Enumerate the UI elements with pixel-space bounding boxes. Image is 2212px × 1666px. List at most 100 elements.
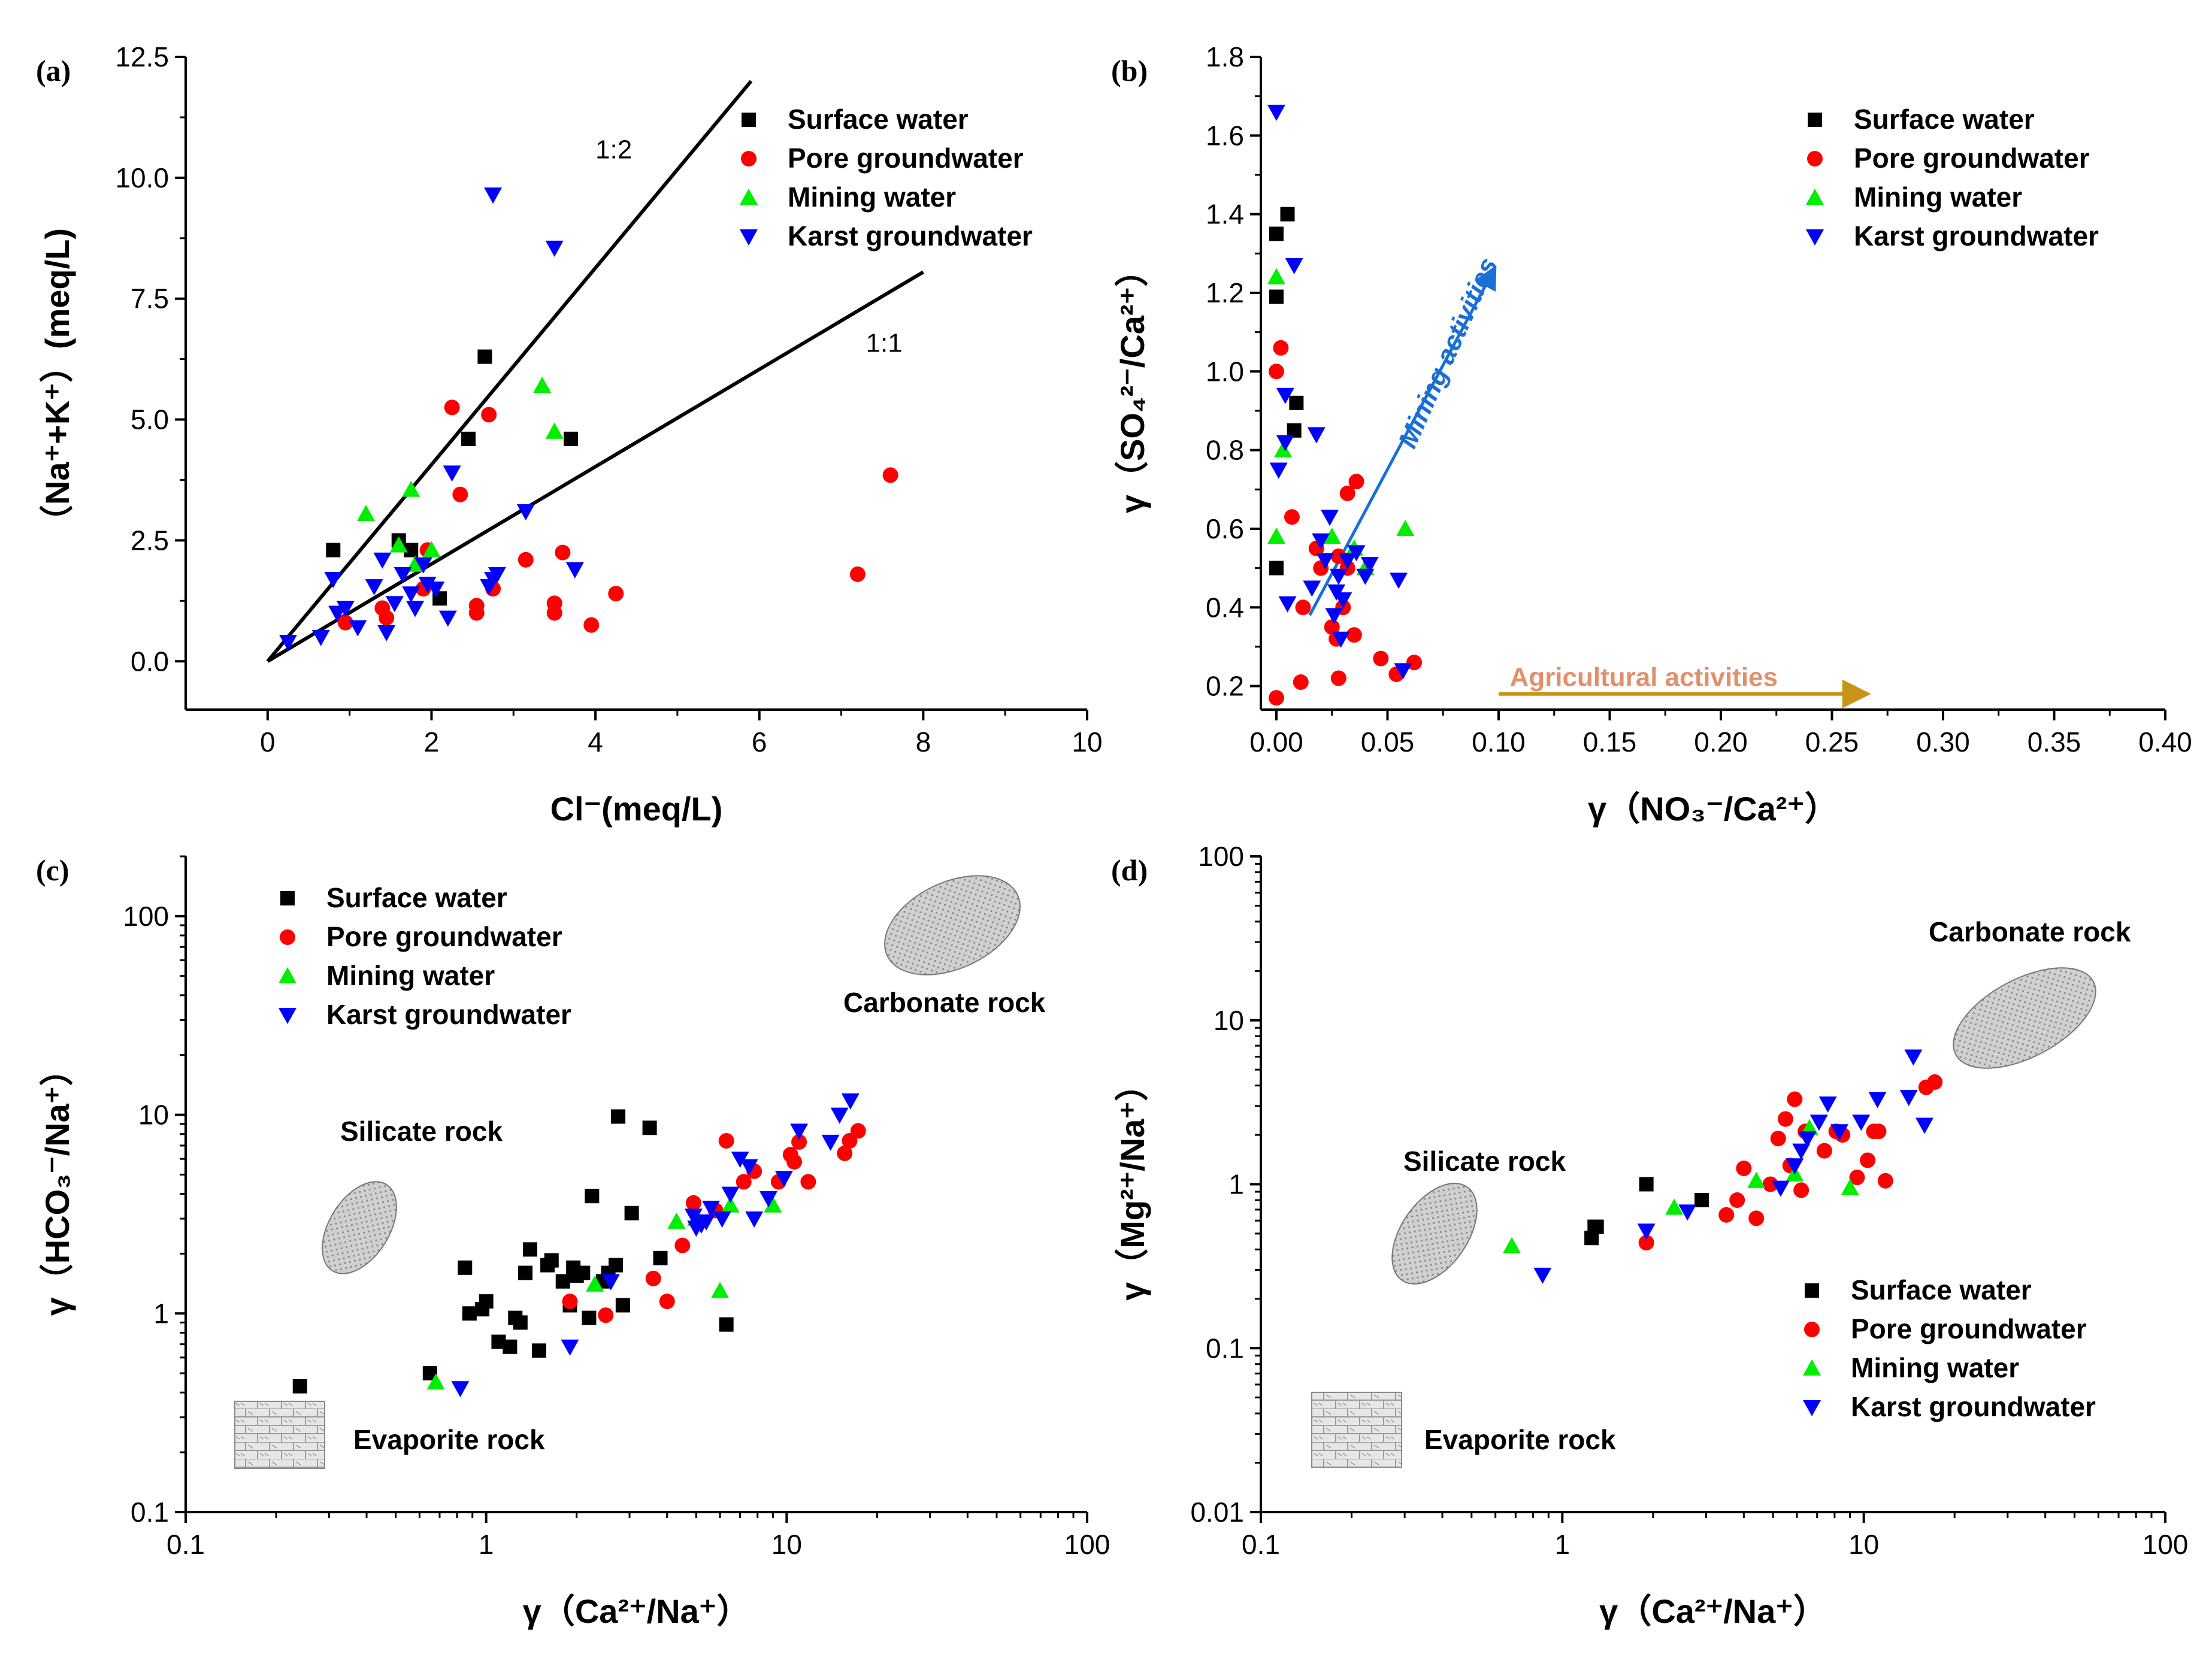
data-point <box>685 1195 701 1211</box>
data-point <box>1267 268 1285 284</box>
data-point <box>1269 289 1284 304</box>
data-point <box>721 1186 740 1203</box>
silicate-rock-region <box>322 1181 397 1274</box>
data-point <box>1338 553 1357 570</box>
data-point <box>1267 528 1285 544</box>
carbonate-rock-label: Carbonate rock <box>1929 916 2131 947</box>
data-point <box>1678 1204 1697 1221</box>
data-point <box>555 544 571 561</box>
x-tick-label: 1 <box>479 1529 494 1560</box>
data-point <box>1786 1158 1804 1175</box>
data-point <box>1770 1131 1786 1147</box>
data-point <box>1312 533 1330 550</box>
series-karst-groundwater <box>451 1093 860 1398</box>
data-point <box>1267 104 1285 121</box>
data-point <box>611 1109 626 1124</box>
data-point <box>731 1152 749 1168</box>
panel-label: (b) <box>1111 54 1148 87</box>
y-tick-label: 0.1 <box>131 1497 169 1528</box>
data-point <box>1295 599 1311 616</box>
mining-activities-label: Mining activities <box>1393 253 1503 453</box>
data-point <box>601 1274 620 1291</box>
y-axis-title: γ（SO₄²⁻/Ca²⁺） <box>1113 253 1151 513</box>
data-point <box>576 1265 591 1280</box>
data-point <box>1665 1198 1684 1215</box>
data-point <box>402 586 420 603</box>
x-tick-label: 0.40 <box>2138 726 2192 758</box>
data-point <box>522 1242 537 1257</box>
y-tick-label: 10.0 <box>115 162 169 193</box>
y-tick-label: 1.0 <box>1206 356 1244 387</box>
legend: Surface water Pore groundwater Mining wate… <box>1806 104 2099 252</box>
data-point <box>337 614 353 631</box>
data-point <box>1348 474 1364 490</box>
series-karst-groundwater <box>1533 1049 1934 1284</box>
y-tick-label: 0.8 <box>1206 435 1244 466</box>
data-point <box>518 1265 533 1280</box>
y-axis-title: （Na⁺+K⁺）(meq/L) <box>38 228 76 538</box>
evaporite-rock-label: Evaporite rock <box>1424 1424 1616 1455</box>
data-point <box>562 1294 578 1310</box>
data-point <box>1927 1074 1943 1090</box>
data-point <box>518 552 534 568</box>
data-point <box>458 1260 473 1275</box>
evaporite-rock-region <box>234 1401 325 1469</box>
data-point <box>1346 627 1362 643</box>
data-point <box>830 1107 849 1124</box>
data-point <box>1394 663 1412 680</box>
data-point <box>422 541 441 558</box>
data-point <box>555 1274 570 1289</box>
data-point <box>645 1270 661 1286</box>
data-point <box>740 1159 758 1176</box>
data-point <box>1533 1267 1552 1284</box>
data-point <box>533 377 552 393</box>
data-point <box>1718 1207 1735 1223</box>
panel-label: (c) <box>36 853 69 887</box>
data-point <box>1798 1131 1817 1148</box>
data-point <box>1276 435 1294 452</box>
panel-label: (a) <box>36 54 71 87</box>
carbonate-rock-region <box>1953 967 2096 1069</box>
data-point <box>1284 509 1300 525</box>
data-point <box>564 431 579 446</box>
series-karst-groundwater <box>1267 104 1412 680</box>
data-point <box>653 1250 668 1265</box>
data-point <box>674 1237 691 1253</box>
data-point <box>1589 1219 1604 1234</box>
data-point <box>546 605 562 621</box>
data-point <box>516 504 535 520</box>
data-point <box>1800 1119 1818 1135</box>
data-point <box>598 1307 614 1323</box>
legend-label: Pore groundwater <box>788 143 1024 174</box>
y-tick-label: 1 <box>153 1298 169 1329</box>
data-point <box>324 572 343 588</box>
data-point <box>1278 596 1297 613</box>
series-mining-water <box>426 1196 782 1390</box>
data-point <box>1771 1180 1790 1197</box>
legend-label: Pore groundwater <box>1851 1313 2087 1344</box>
data-point <box>711 1282 730 1298</box>
data-point <box>1280 207 1295 222</box>
data-point <box>1323 528 1341 544</box>
data-point <box>1406 655 1422 671</box>
data-point <box>1729 1192 1745 1208</box>
data-point <box>385 596 404 613</box>
data-point <box>1269 462 1288 479</box>
x-tick-label: 0.30 <box>1916 726 1970 758</box>
series-surface-water <box>1269 207 1304 575</box>
data-point <box>1285 258 1303 275</box>
series-mining-water <box>1267 268 1415 575</box>
legend-marker <box>740 189 758 205</box>
data-point <box>1868 1092 1887 1108</box>
data-point <box>684 1208 703 1225</box>
legend-marker <box>1803 1400 1821 1416</box>
data-point <box>532 1343 547 1358</box>
data-point <box>642 1120 657 1135</box>
y-tick-label: 0.2 <box>1206 671 1244 702</box>
data-point <box>608 586 624 602</box>
data-point <box>1360 557 1379 574</box>
data-point <box>721 1196 740 1213</box>
data-point <box>1325 608 1343 625</box>
data-point <box>718 1132 734 1149</box>
legend-marker <box>279 967 296 983</box>
